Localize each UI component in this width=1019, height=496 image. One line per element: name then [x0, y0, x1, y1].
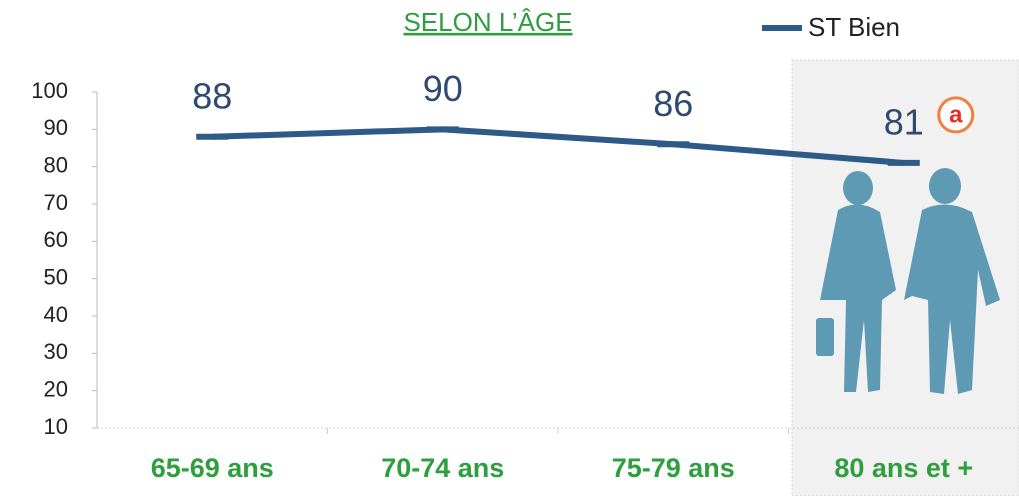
chart: SELON L’ÂGE ST Bien 10 20 30 40 50 60 70 80 90 10… [0, 0, 1019, 496]
data-label: 90 [423, 68, 463, 109]
x-tick-label: 75-79 ans [612, 453, 735, 483]
y-tick-label: 30 [44, 339, 68, 364]
legend: ST Bien [762, 12, 900, 42]
y-tick-label: 40 [44, 302, 68, 327]
y-tick-label: 80 [44, 152, 68, 177]
data-label: 81 [884, 101, 924, 142]
x-tick-label: 80 ans et + [834, 453, 973, 483]
y-tick-label: 20 [44, 376, 68, 401]
legend-label: ST Bien [808, 12, 900, 42]
data-label: 88 [192, 75, 232, 116]
x-tick-label: 65-69 ans [151, 453, 274, 483]
y-tick-label: 100 [31, 78, 68, 103]
y-tick-label: 60 [44, 227, 68, 252]
x-tick-label: 70-74 ans [381, 453, 504, 483]
annotation: a [949, 101, 963, 128]
y-tick-label: 50 [44, 264, 68, 289]
y-tick-label: 90 [44, 115, 68, 140]
y-tick-label: 10 [44, 414, 68, 439]
chart-title: SELON L’ÂGE [403, 7, 572, 37]
data-label: 86 [653, 83, 693, 124]
y-tick-label: 70 [44, 190, 68, 215]
